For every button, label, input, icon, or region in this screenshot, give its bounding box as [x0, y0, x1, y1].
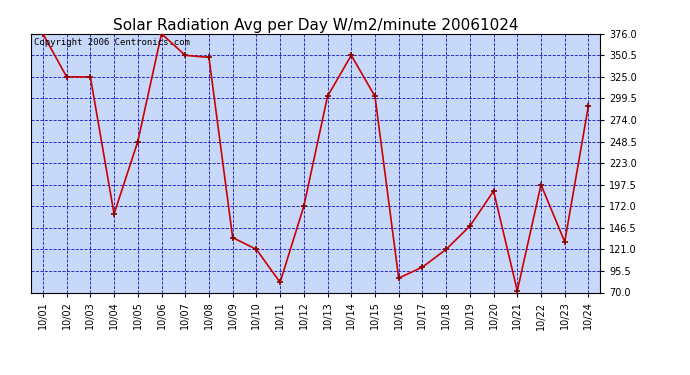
Title: Solar Radiation Avg per Day W/m2/minute 20061024: Solar Radiation Avg per Day W/m2/minute …	[113, 18, 518, 33]
Text: Copyright 2006 Centronics.com: Copyright 2006 Centronics.com	[34, 38, 190, 46]
